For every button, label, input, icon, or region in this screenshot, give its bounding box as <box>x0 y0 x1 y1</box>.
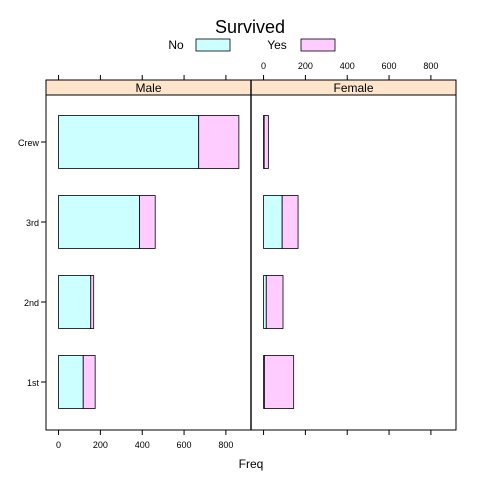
bar-male-1st-yes <box>82 355 96 409</box>
y-tick-label-3rd: 3rd <box>26 218 39 228</box>
x-tick-label-top-400: 400 <box>340 61 355 71</box>
legend-swatch-yes <box>300 38 336 52</box>
y-tick-label-2nd: 2nd <box>24 298 39 308</box>
x-tick-label-bottom-400: 400 <box>135 440 150 450</box>
bar-female-2nd-yes <box>265 275 284 329</box>
x-tick-label-top-0: 0 <box>261 61 266 71</box>
bar-male-2nd-yes <box>90 275 95 329</box>
y-tick-label-crew: Crew <box>18 138 40 148</box>
y-tick-label-1st: 1st <box>27 378 40 388</box>
legend-swatch-no <box>195 38 231 52</box>
bar-female-crew-yes <box>263 115 269 169</box>
bar-male-3rd-yes <box>139 195 156 249</box>
x-tick-label-bottom-600: 600 <box>177 440 192 450</box>
panels: Male Female <box>45 79 457 431</box>
chart-title: Survived <box>215 17 285 37</box>
x-axis-label: Freq <box>239 457 264 471</box>
x-tick-label-top-800: 800 <box>423 61 438 71</box>
x-tick-label-top-200: 200 <box>298 61 313 71</box>
x-axis-bottom: 0 200 400 600 800 <box>56 430 432 450</box>
bar-male-1st-no <box>58 355 84 409</box>
legend: No Yes <box>168 38 336 52</box>
x-tick-label-bottom-0: 0 <box>56 440 61 450</box>
strip-label-female: Female <box>333 81 373 95</box>
bar-female-3rd-no <box>263 195 283 249</box>
bar-female-2nd-no <box>263 275 267 329</box>
bar-male-3rd-no <box>58 195 140 249</box>
bar-male-crew-yes <box>198 115 240 169</box>
bar-male-crew-no <box>58 115 200 169</box>
y-axis: 1st 2nd 3rd Crew <box>18 138 46 388</box>
legend-label-no: No <box>168 38 184 52</box>
bar-female-1st-yes <box>263 355 295 409</box>
x-axis-top: 0 200 400 600 800 <box>58 61 438 80</box>
strip-label-male: Male <box>135 81 161 95</box>
bar-female-3rd-yes <box>281 195 299 249</box>
bar-male-2nd-no <box>58 275 92 329</box>
legend-label-yes: Yes <box>267 38 287 52</box>
x-tick-label-bottom-200: 200 <box>93 440 108 450</box>
x-tick-label-bottom-800: 800 <box>218 440 233 450</box>
x-tick-label-top-600: 600 <box>382 61 397 71</box>
